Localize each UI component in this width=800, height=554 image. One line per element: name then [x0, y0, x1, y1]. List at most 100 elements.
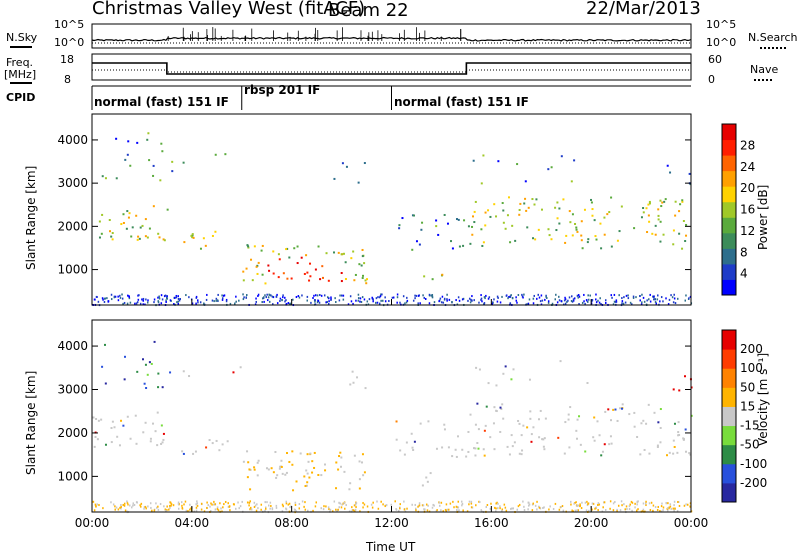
power-ground-cell: [372, 298, 374, 301]
velocity-cell: [337, 468, 340, 471]
velocity-ground-cell: [219, 502, 221, 505]
velocity-cell: [542, 445, 545, 448]
velocity-cell: [253, 466, 256, 469]
power-cell: [344, 278, 347, 281]
velocity-ground-cell: [665, 501, 668, 504]
velocity-ground-cell: [165, 509, 167, 512]
velocity-cell: [122, 424, 125, 427]
power-cell: [672, 229, 675, 232]
velocity-ground-cell: [445, 503, 448, 506]
power-cell: [342, 252, 345, 255]
power-ground-cell: [380, 299, 382, 302]
power-ground-cell: [270, 294, 272, 297]
velocity-cell: [526, 426, 529, 429]
velocity-ground-cell: [209, 505, 211, 508]
velocity-ground-cell: [253, 505, 256, 508]
power-ground-cell: [339, 294, 341, 297]
power-ground-cell: [439, 297, 442, 300]
velocity-cell: [349, 383, 352, 386]
velocity-cell: [621, 403, 624, 406]
power-cell: [182, 161, 185, 164]
velocity-ground-cell: [102, 507, 104, 510]
power-ground-cell: [378, 302, 381, 305]
velocity-cell: [399, 449, 402, 452]
velocity-cell: [143, 382, 146, 385]
power-cell: [603, 233, 606, 236]
velocity-ground-cell: [501, 508, 504, 511]
velocity-cell: [678, 389, 681, 392]
velocity-cell: [188, 375, 191, 378]
velocity-cell: [96, 438, 99, 441]
velocity-ground-cell: [177, 501, 180, 504]
velocity-ground-cell: [257, 507, 259, 510]
power-cell: [467, 225, 470, 228]
velocity-colorbar-tick: -100: [740, 457, 767, 471]
velocity-ground-cell: [189, 503, 191, 506]
velocity-cell: [616, 419, 619, 422]
velocity-cell: [281, 472, 284, 475]
power-cell: [120, 223, 123, 226]
power-ground-cell: [326, 300, 329, 303]
power-ground-cell: [455, 299, 457, 302]
velocity-ground-cell: [561, 505, 564, 508]
power-colorbar-tick: 16: [740, 203, 755, 217]
power-ground-cell: [598, 301, 601, 304]
velocity-cell: [306, 453, 309, 456]
velocity-ground-cell: [504, 506, 507, 509]
velocity-ground-cell: [628, 505, 631, 508]
power-ground-cell: [446, 293, 448, 296]
velocity-ground-cell: [415, 507, 417, 510]
velocity-cell: [575, 437, 578, 440]
xtick-label: 08:00: [274, 516, 309, 530]
power-ground-cell: [467, 299, 469, 302]
power-ground-cell: [639, 295, 641, 298]
power-cell: [663, 200, 666, 203]
velocity-colorbar-tick: 100: [740, 361, 763, 375]
power-ground-cell: [266, 299, 269, 302]
velocity-cell: [364, 387, 367, 390]
power-ground-cell: [540, 294, 543, 297]
power-ground-cell: [113, 296, 116, 299]
velocity-cell: [564, 421, 567, 424]
velocity-ground-cell: [170, 503, 173, 506]
power-cell: [642, 207, 645, 210]
velocity-cell: [457, 435, 460, 438]
power-ground-cell: [404, 302, 406, 305]
power-ground-cell: [289, 302, 292, 305]
velocity-cell: [493, 448, 496, 451]
power-cell: [364, 279, 367, 282]
power-ground-cell: [457, 296, 460, 299]
velocity-ground-cell: [333, 500, 336, 503]
power-ground-cell: [326, 296, 329, 299]
velocity-cell: [451, 455, 454, 458]
power-ground-cell: [623, 296, 625, 299]
beam-label: Beam 22: [328, 0, 409, 21]
power-cell: [524, 180, 527, 183]
velocity-cell: [426, 480, 429, 483]
velocity-ground-cell: [359, 510, 361, 513]
velocity-cell: [643, 448, 646, 451]
velocity-ground-cell: [290, 505, 292, 508]
power-ground-cell: [480, 298, 482, 301]
power-ground-cell: [142, 303, 144, 306]
velocity-cell: [141, 358, 144, 361]
velocity-ground-cell: [562, 509, 565, 512]
power-colorbar-tick: 20: [740, 181, 755, 195]
velocity-ground-cell: [211, 503, 213, 506]
velocity-cell: [604, 410, 607, 413]
velocity-ground-cell: [431, 506, 434, 509]
power-cell: [533, 203, 536, 206]
power-ground-cell: [340, 294, 343, 297]
power-ground-cell: [483, 296, 486, 299]
velocity-cell: [211, 442, 214, 445]
velocity-cell: [455, 455, 458, 458]
power-cell: [648, 220, 651, 223]
power-ground-cell: [558, 299, 561, 302]
velocity-ground-cell: [145, 507, 147, 510]
velocity-ground-cell: [132, 504, 134, 507]
power-ground-cell: [169, 299, 172, 302]
velocity-cell: [621, 407, 624, 410]
velocity-ground-cell: [637, 508, 639, 511]
power-cell: [681, 247, 684, 250]
velocity-cell: [532, 426, 535, 429]
